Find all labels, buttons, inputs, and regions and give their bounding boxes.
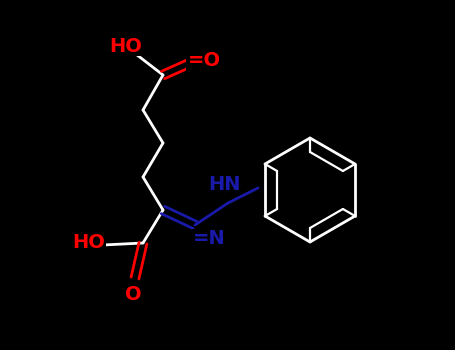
Text: HO: HO bbox=[110, 36, 142, 56]
Text: =O: =O bbox=[187, 51, 221, 70]
Text: =N: =N bbox=[192, 230, 225, 248]
Text: O: O bbox=[125, 285, 142, 303]
Text: HO: HO bbox=[72, 233, 106, 252]
Text: HN: HN bbox=[208, 175, 240, 195]
